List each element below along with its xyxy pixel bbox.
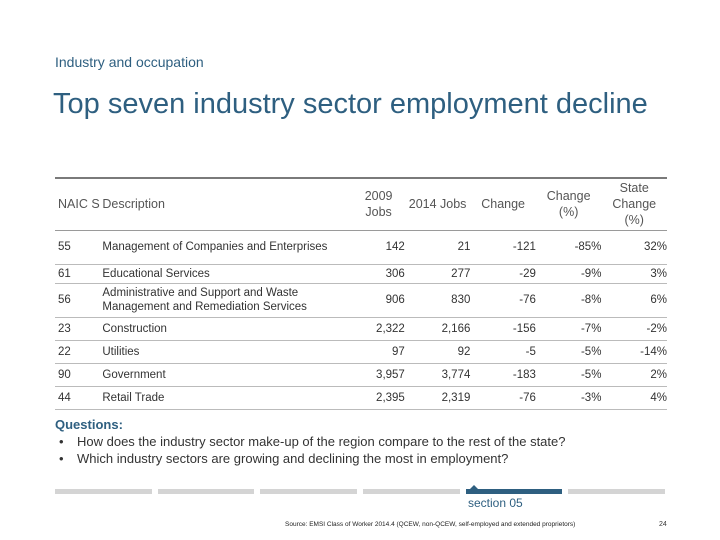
- section-segment: [260, 489, 358, 494]
- cell-change-pct: -5%: [535, 363, 602, 387]
- questions-block: Questions: • How does the industry secto…: [55, 417, 565, 467]
- cell-state-change-pct: 32%: [601, 230, 667, 265]
- cell-code: 90: [55, 363, 103, 387]
- header-description: Description: [102, 177, 353, 231]
- cell-change: -5: [470, 340, 536, 364]
- table-row: 90 Government 3,957 3,774 -183 -5% 2%: [55, 363, 667, 387]
- header-change-pct: Change (%): [535, 177, 602, 231]
- bullet-icon: •: [59, 451, 64, 466]
- cell-state-change-pct: 3%: [601, 264, 667, 284]
- cell-code: 44: [55, 386, 103, 410]
- bullet-icon: •: [59, 434, 64, 449]
- cell-code: 23: [55, 317, 103, 341]
- header-2014-jobs: 2014 Jobs: [404, 177, 471, 231]
- cell-change-pct: -3%: [535, 386, 602, 410]
- cell-description: Management of Companies and Enterprises: [102, 230, 353, 265]
- cell-change: -76: [470, 283, 536, 318]
- cell-2009-jobs: 97: [352, 340, 405, 364]
- table-row: 22 Utilities 97 92 -5 -5% -14%: [55, 340, 667, 364]
- cell-change-pct: -85%: [535, 230, 602, 265]
- cell-2009-jobs: 3,957: [352, 363, 405, 387]
- cell-change-pct: -7%: [535, 317, 602, 341]
- section-marker-icon: [470, 485, 478, 489]
- cell-2009-jobs: 906: [352, 283, 405, 318]
- cell-2014-jobs: 830: [404, 283, 471, 318]
- section-label: section 05: [468, 496, 523, 510]
- cell-2014-jobs: 3,774: [404, 363, 471, 387]
- cell-2014-jobs: 21: [404, 230, 471, 265]
- cell-description: Government: [102, 363, 353, 387]
- cell-state-change-pct: 4%: [601, 386, 667, 410]
- table-row: 56 Administrative and Support and Waste …: [55, 283, 667, 318]
- section-segment: [568, 489, 666, 494]
- header-change: Change: [470, 177, 536, 231]
- header-2009-jobs: 2009 Jobs: [352, 177, 405, 231]
- cell-2009-jobs: 2,395: [352, 386, 405, 410]
- cell-state-change-pct: -14%: [601, 340, 667, 364]
- cell-code: 56: [55, 283, 103, 318]
- cell-2009-jobs: 306: [352, 264, 405, 284]
- slide-title: Top seven industry sector employment dec…: [53, 88, 648, 120]
- cell-change-pct: -5%: [535, 340, 602, 364]
- cell-2014-jobs: 2,319: [404, 386, 471, 410]
- source-note: Source: EMSI Class of Worker 2014.4 (QCE…: [285, 521, 576, 528]
- cell-state-change-pct: -2%: [601, 317, 667, 341]
- cell-2014-jobs: 2,166: [404, 317, 471, 341]
- employment-decline-table: NAIC S Description 2009 Jobs 2014 Jobs C…: [55, 177, 667, 410]
- cell-description: Educational Services: [102, 264, 353, 284]
- cell-change-pct: -8%: [535, 283, 602, 318]
- cell-change: -76: [470, 386, 536, 410]
- table-row: 61 Educational Services 306 277 -29 -9% …: [55, 264, 667, 284]
- cell-description: Retail Trade: [102, 386, 353, 410]
- cell-state-change-pct: 6%: [601, 283, 667, 318]
- question-text: How does the industry sector make-up of …: [77, 434, 566, 449]
- cell-state-change-pct: 2%: [601, 363, 667, 387]
- section-progress-bar: [55, 489, 666, 494]
- cell-2009-jobs: 2,322: [352, 317, 405, 341]
- cell-code: 55: [55, 230, 103, 265]
- cell-2009-jobs: 142: [352, 230, 405, 265]
- cell-2014-jobs: 277: [404, 264, 471, 284]
- page-number: 24: [659, 521, 667, 528]
- slide-subtitle: Industry and occupation: [55, 54, 204, 70]
- table-row: 23 Construction 2,322 2,166 -156 -7% -2%: [55, 317, 667, 341]
- header-naics: NAIC S: [55, 177, 103, 231]
- cell-description: Utilities: [102, 340, 353, 364]
- cell-change: -29: [470, 264, 536, 284]
- table-row: 55 Management of Companies and Enterpris…: [55, 230, 667, 265]
- section-segment: [157, 489, 255, 494]
- cell-description: Construction: [102, 317, 353, 341]
- cell-change: -121: [470, 230, 536, 265]
- cell-change: -156: [470, 317, 536, 341]
- section-segment-active: [465, 489, 563, 494]
- cell-change: -183: [470, 363, 536, 387]
- cell-2014-jobs: 92: [404, 340, 471, 364]
- cell-code: 61: [55, 264, 103, 284]
- section-segment: [363, 489, 460, 494]
- list-item: • Which industry sectors are growing and…: [55, 450, 565, 467]
- question-text: Which industry sectors are growing and d…: [77, 451, 509, 466]
- table-header-row: NAIC S Description 2009 Jobs 2014 Jobs C…: [55, 177, 667, 231]
- cell-change-pct: -9%: [535, 264, 602, 284]
- table-row: 44 Retail Trade 2,395 2,319 -76 -3% 4%: [55, 386, 667, 410]
- questions-heading: Questions:: [55, 417, 123, 432]
- section-segment: [55, 489, 152, 494]
- cell-description: Administrative and Support and Waste Man…: [102, 283, 353, 318]
- cell-code: 22: [55, 340, 103, 364]
- questions-list: • How does the industry sector make-up o…: [55, 433, 565, 467]
- list-item: • How does the industry sector make-up o…: [55, 433, 565, 450]
- header-state-change-pct: State Change (%): [601, 177, 667, 231]
